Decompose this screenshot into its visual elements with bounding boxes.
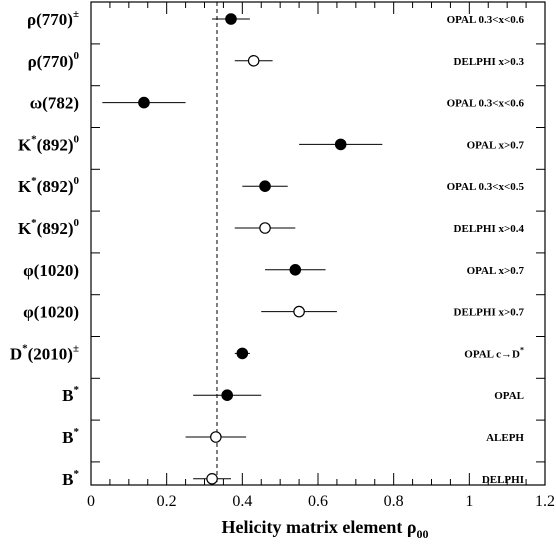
plot-frame xyxy=(90,1,546,486)
particle-label: K*(892)0 xyxy=(18,133,80,154)
experiment-label: OPAL 0.3<x<0.5 xyxy=(447,181,525,193)
experiment-label: OPAL 0.3<x<0.6 xyxy=(447,98,525,110)
experiment-label: DELPHI x>0.7 xyxy=(454,307,525,319)
data-point xyxy=(289,263,302,276)
experiment-label: DELPHI x>0.4 xyxy=(454,223,525,235)
particle-label: φ(1020) xyxy=(23,303,79,322)
data-point xyxy=(206,472,218,485)
data-point xyxy=(138,96,150,109)
x-tick-label: 1.2 xyxy=(535,493,555,510)
data-point xyxy=(247,54,260,67)
x-axis-title: Helicity matrix element ρ00 xyxy=(221,517,428,541)
particle-label: K*(892)0 xyxy=(18,175,80,196)
x-tick-label: 0.2 xyxy=(157,493,177,510)
particle-label: D*(2010)± xyxy=(10,342,79,363)
plot-axes xyxy=(90,1,546,486)
experiment-label: OPAL xyxy=(494,390,524,402)
particle-label: ρ(770)0 xyxy=(28,50,80,71)
data-point xyxy=(221,389,233,401)
x-ticks-group: 0 0.2 0.4 0.6 0.8 1 1.2 xyxy=(87,2,555,510)
data-point xyxy=(210,431,222,443)
data-points-group xyxy=(102,13,383,485)
particle-label: ρ(770)± xyxy=(27,8,79,29)
data-point xyxy=(293,305,305,318)
particle-label: B* xyxy=(62,426,79,447)
row-labels-group: OPAL 0.3<x<0.6 ρ(770)± DELPHI x>0.3 ρ(770)0… xyxy=(10,8,525,489)
x-tick-label: 0.6 xyxy=(308,493,328,510)
particle-label: φ(1020) xyxy=(23,261,79,280)
x-tick-label: 1 xyxy=(465,493,473,510)
particle-label: K*(892)0 xyxy=(18,217,80,238)
x-tick-label: 0 xyxy=(87,493,95,510)
data-point xyxy=(259,180,271,192)
experiment-label: OPAL x>0.7 xyxy=(467,139,525,151)
particle-label: ω(782) xyxy=(30,94,79,113)
data-point xyxy=(259,222,271,234)
data-point xyxy=(334,138,347,151)
x-tick-label: 0.4 xyxy=(232,493,252,510)
particle-label: B* xyxy=(62,468,79,489)
data-point xyxy=(236,347,249,360)
experiment-label: OPAL 0.3<x<0.6 xyxy=(447,14,525,26)
experiment-label: OPAL x>0.7 xyxy=(467,265,525,277)
experiment-label: ALEPH xyxy=(486,432,524,444)
experiment-label: DELPHI x>0.3 xyxy=(454,56,525,68)
data-point xyxy=(225,13,237,25)
particle-label: B* xyxy=(62,384,79,405)
experiment-label: OPAL c→D* xyxy=(464,345,524,360)
x-tick-label: 0.8 xyxy=(384,493,404,510)
experiment-label: DELPHI xyxy=(482,474,524,486)
